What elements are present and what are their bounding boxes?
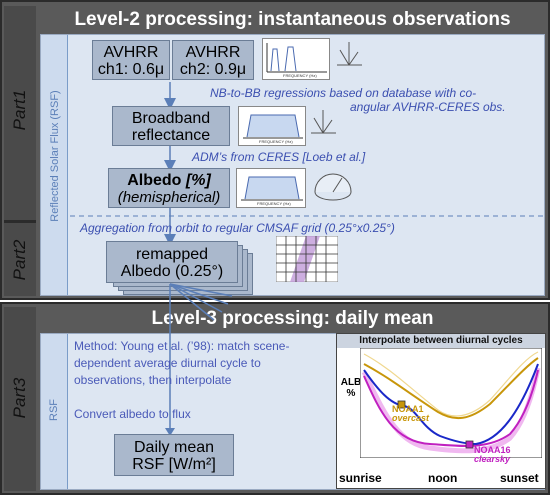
- avhrr-ch1-line1: AVHRR: [103, 44, 159, 61]
- daily-mean-box: Daily mean RSF [W/m²]: [114, 434, 234, 476]
- daily-mean-line2: RSF [W/m²]: [132, 456, 216, 473]
- level3-header: Level-3 processing: daily mean: [151, 308, 434, 329]
- part-sidebar-top: [4, 6, 36, 296]
- avhrr-ch1-box: AVHRR ch1: 0.6μ: [92, 40, 170, 80]
- diurnal-curves: [360, 348, 542, 458]
- freq-label-3: FREQUENCY (Hz): [257, 201, 291, 206]
- xlabel-noon: noon: [428, 471, 458, 485]
- daily-mean-line1: Daily mean: [133, 439, 215, 456]
- remapped-line2: Albedo (0.25°): [120, 263, 224, 280]
- freq-label-2: FREQUENCY (Hz): [259, 139, 293, 144]
- spectral-response-thumb: FREQUENCY (Hz): [262, 38, 330, 80]
- broadband-response-thumb: FREQUENCY (Hz): [238, 106, 306, 146]
- method-text: Method: Young et al. (’98): match scene-…: [74, 339, 290, 387]
- broadband-reflectance-box: Broadband reflectance: [112, 106, 230, 146]
- rsf-strip-bottom: [41, 334, 68, 489]
- albedo-box: Albedo [%] (hemispherical): [108, 168, 230, 208]
- grid-icon: [276, 236, 338, 282]
- remapped-albedo-box: remapped Albedo (0.25°): [106, 241, 238, 283]
- inset-title: Interpolate between diurnal cycles: [337, 334, 545, 348]
- albedo-title: Albedo: [127, 172, 182, 189]
- part-divider: [4, 220, 36, 223]
- avhrr-ch2-box: AVHRR ch2: 0.9μ: [172, 40, 254, 80]
- avhrr-ch2-line1: AVHRR: [185, 44, 241, 61]
- avhrr-ch1-line2: ch1: 0.6μ: [97, 61, 165, 78]
- albedo-sub: (hemispherical): [117, 189, 221, 206]
- aggregation-text: Aggregation from orbit to regular CMSAF …: [80, 221, 395, 235]
- convert-text: Convert albedo to flux: [74, 407, 191, 421]
- noaa1-label: NOAA1 overcast: [392, 405, 429, 423]
- part-sidebar-bottom: [4, 307, 36, 491]
- noaa16-text: NOAA16: [474, 445, 511, 455]
- rsf-strip: [41, 35, 68, 295]
- nb-to-bb-line2: angular AVHRR-CERES obs.: [350, 100, 506, 114]
- broadband-line2: reflectance: [131, 127, 211, 144]
- xlabel-sunset: sunset: [500, 471, 539, 485]
- inset-ylabel-text: ALB %: [340, 377, 362, 399]
- avhrr-ch2-line2: ch2: 0.9μ: [179, 61, 247, 78]
- hemisphere-icon: [314, 173, 352, 201]
- level2-flow-arrows: [70, 82, 545, 246]
- noaa16-label: NOAA16 clearsky: [474, 446, 511, 464]
- remapped-line1: remapped: [135, 246, 209, 263]
- albedo-response-thumb: FREQUENCY (Hz): [236, 168, 306, 208]
- geometry-icon-2: [311, 110, 336, 134]
- noaa1-text: NOAA1: [392, 404, 424, 414]
- albedo-title-row: Albedo [%]: [109, 172, 229, 189]
- xlabel-sunrise: sunrise: [339, 471, 382, 485]
- albedo-unit: [%]: [185, 172, 211, 189]
- inset-ylabel: ALB %: [340, 377, 362, 399]
- noaa1-sub: overcast: [392, 413, 430, 423]
- level2-header: Level-2 processing: instantaneous observ…: [74, 9, 511, 30]
- broadband-line1: Broadband: [131, 110, 211, 127]
- geometry-icon-1: [337, 42, 362, 66]
- noaa16-sub: clearsky: [474, 454, 511, 464]
- freq-label-1: FREQUENCY (Hz): [283, 73, 317, 78]
- adm-text: ADM’s from CERES [Loeb et al.]: [192, 150, 366, 164]
- nb-to-bb-line1: NB-to-BB regressions based on database w…: [210, 86, 477, 100]
